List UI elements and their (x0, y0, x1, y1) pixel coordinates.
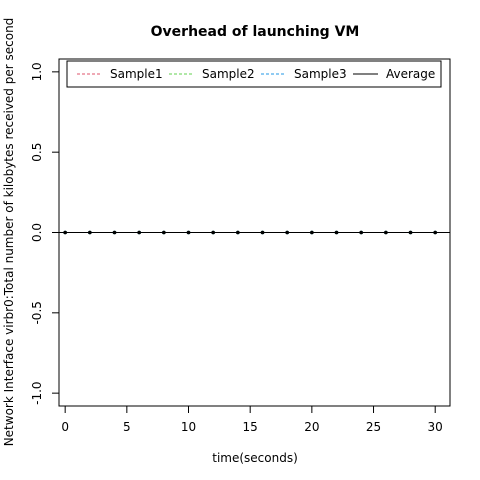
x-tick-label: 20 (304, 420, 319, 434)
data-point (137, 230, 141, 235)
x-tick-label: 15 (243, 420, 258, 434)
data-point (112, 230, 117, 235)
data-point (408, 230, 413, 235)
y-tick-label: 0.5 (30, 143, 44, 162)
axes: 0 5 10 15 20 25 30 -1.0 -0.5 0.0 0.5 1.0 (30, 58, 451, 434)
data-point (384, 230, 388, 235)
y-axis-label: Network Interface virbr0:Total number of… (2, 18, 16, 447)
data-point (310, 230, 314, 235)
data-point (186, 230, 191, 235)
x-tick-label: 5 (123, 420, 131, 434)
y-tick-label: -0.5 (30, 301, 44, 324)
x-tick-label: 30 (428, 420, 443, 434)
legend-box (66, 60, 442, 88)
legend-label: Sample2 (202, 67, 255, 81)
legend-label: Average (386, 67, 435, 81)
x-tick-label: 10 (181, 420, 196, 434)
y-tick-label: 1.0 (30, 62, 44, 81)
legend: Sample1 Sample2 Sample3 Average (66, 60, 442, 88)
data-point (334, 230, 339, 235)
data-point (359, 230, 363, 235)
chart-title: Overhead of launching VM (151, 24, 360, 40)
plot-area (59, 230, 450, 235)
data-point (88, 230, 92, 235)
x-tick-label: 0 (61, 420, 69, 434)
data-point (433, 230, 437, 235)
legend-label: Sample1 (110, 67, 163, 81)
legend-label: Sample3 (294, 67, 347, 81)
y-tick-label: 0.0 (30, 223, 44, 242)
y-tick-label: -1.0 (30, 381, 44, 404)
x-tick-label: 25 (366, 420, 381, 434)
data-point (211, 230, 215, 235)
data-point (285, 230, 289, 235)
data-point (162, 230, 166, 235)
data-point (260, 230, 265, 235)
series-average (59, 230, 450, 235)
data-point (236, 230, 240, 235)
data-point (63, 230, 67, 235)
x-axis-label: time(seconds) (212, 451, 298, 465)
